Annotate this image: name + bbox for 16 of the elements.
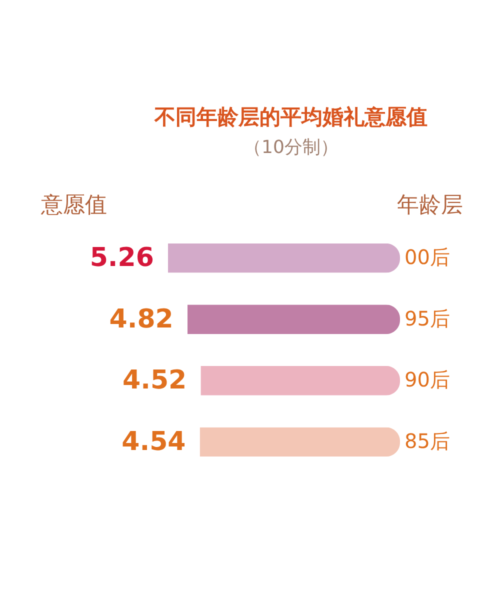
- y-tick-label: 85后: [404, 428, 450, 453]
- y-tick-label: 00后: [404, 245, 450, 270]
- y-tick-label: 90后: [404, 368, 450, 392]
- chart-subtitle: （10分制）: [244, 137, 338, 158]
- data-label: 4.54: [122, 426, 186, 457]
- bar: [187, 304, 400, 334]
- y-tick-label: 95后: [404, 306, 450, 330]
- chart-title: 不同年龄层的平均婚礼意愿值: [154, 105, 428, 129]
- data-label: 4.52: [122, 366, 187, 396]
- bar: [168, 243, 400, 273]
- bar: [200, 427, 400, 457]
- bar: [200, 366, 400, 396]
- x-axis-title: 意愿值: [40, 193, 107, 218]
- data-label: 4.82: [109, 304, 174, 334]
- data-label: 5.26: [90, 243, 154, 274]
- y-axis-title: 年龄层: [397, 193, 463, 218]
